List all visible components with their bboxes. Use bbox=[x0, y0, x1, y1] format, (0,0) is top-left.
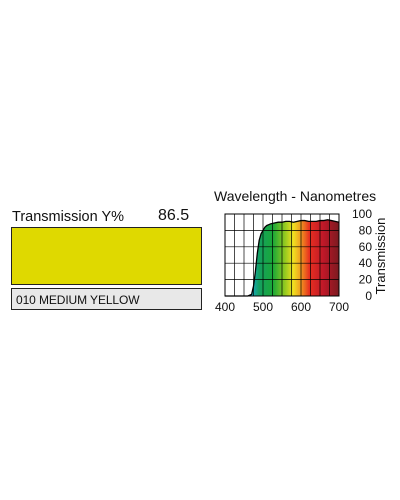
y-axis-label: Transmission bbox=[373, 218, 388, 295]
x-axis-ticks: 400 500 600 700 bbox=[215, 300, 349, 314]
transmission-label: Transmission Y% bbox=[12, 209, 125, 225]
transmission-value: 86.5 bbox=[158, 207, 190, 224]
x-tick-label: 700 bbox=[329, 300, 349, 314]
chart-grid bbox=[225, 214, 339, 296]
filter-color-swatch bbox=[11, 227, 202, 285]
y-tick-label: 40 bbox=[359, 256, 373, 270]
y-tick-label: 80 bbox=[359, 223, 373, 237]
chart-title: Wavelength - Nanometres bbox=[214, 188, 377, 204]
y-tick-label: 0 bbox=[365, 289, 372, 303]
filter-name-bar: 010 MEDIUM YELLOW bbox=[11, 288, 202, 310]
x-tick-label: 400 bbox=[215, 300, 235, 314]
y-axis-ticks: 0 20 40 60 80 100 bbox=[352, 207, 372, 303]
y-tick-label: 60 bbox=[359, 240, 373, 254]
y-tick-label: 100 bbox=[352, 207, 372, 221]
plot-frame bbox=[224, 213, 340, 297]
transmission-curve-line bbox=[225, 219, 340, 297]
filter-code-name: 010 MEDIUM YELLOW bbox=[16, 293, 140, 307]
x-tick-label: 500 bbox=[253, 300, 273, 314]
y-tick-label: 20 bbox=[359, 273, 373, 287]
x-tick-label: 600 bbox=[291, 300, 311, 314]
